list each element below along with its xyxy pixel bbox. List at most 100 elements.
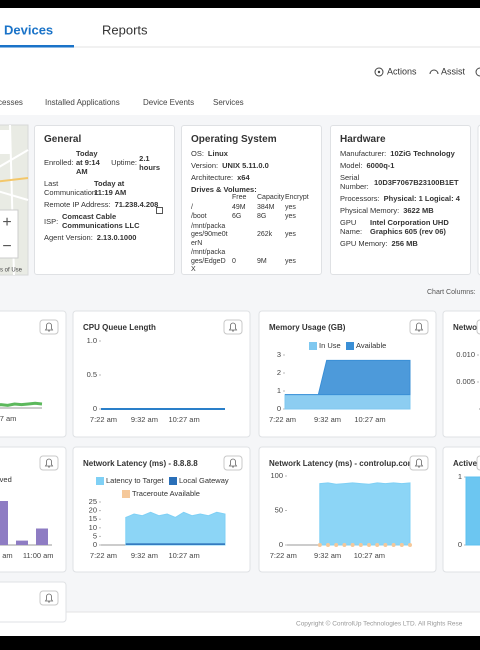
legend-swatch [96, 477, 104, 485]
y-tick-label: 0 [93, 540, 97, 549]
x-tick-label: 9:32 am [314, 551, 341, 560]
y-tick-label: 0 [93, 404, 97, 413]
x-tick-label: 10:27 am [168, 551, 199, 560]
alert-button[interactable] [409, 455, 429, 471]
assist-button[interactable]: Assist [441, 66, 466, 76]
field-row: Serial Number: 10D3F7067B23100B1ET [340, 173, 461, 191]
field-value: 2.1 hours [139, 153, 161, 172]
field-label: Agent Version: [44, 233, 93, 242]
legend-swatch [309, 342, 317, 350]
drive-free: 49M [232, 203, 246, 211]
more-icon[interactable] [475, 67, 480, 77]
sub-tab[interactable]: Installed Applications [45, 98, 120, 107]
chart-title: Network [453, 323, 480, 332]
copyright: Copyright © ControlUp Technologies LTD. … [296, 620, 463, 628]
field-label: Remote IP Address: [44, 200, 111, 209]
drive-encrypt: yes [285, 213, 296, 220]
field-label: Manufacturer: [340, 149, 387, 158]
drive-row: / 49M 384M yes [191, 204, 312, 213]
field-row: OS: Linux [191, 149, 312, 158]
bell-icon [44, 458, 54, 468]
alert-button[interactable] [39, 590, 59, 606]
chart-title: CPU Queue Length [83, 323, 156, 332]
legend-label: Local Gateway [179, 476, 229, 485]
y-tick-label: 10 [89, 523, 97, 532]
map-card: + − s of Use [0, 124, 29, 276]
drive-path: /mnt/packages/EdgeDX [191, 249, 226, 273]
chart-title: Active S [453, 459, 480, 468]
legend-label: Traceroute Available [132, 489, 200, 498]
y-tick-label: 2 [277, 368, 281, 377]
field-label: Processors: [340, 194, 380, 203]
field-value: 6000q-1 [366, 161, 395, 170]
point [367, 543, 371, 547]
point [383, 543, 388, 547]
zoom-controls [0, 209, 19, 259]
y-tick-label: 1.0 [87, 336, 97, 345]
alert-button[interactable] [476, 319, 480, 335]
sub-tab[interactable]: cesses [0, 98, 23, 107]
y-tick-label: 25 [89, 497, 97, 506]
info-card: Hardware Manufacturer: 10ZiG Technology Mod… [330, 125, 471, 275]
x-tick-label: 11:00 am [23, 551, 54, 560]
point [399, 543, 404, 547]
column-header: Free [232, 194, 247, 201]
point [317, 543, 322, 547]
card-title: Operating System [191, 134, 277, 145]
sub-tab[interactable]: Device Events [143, 98, 194, 107]
actions-icon[interactable] [374, 67, 384, 77]
zoom-out[interactable]: − [2, 238, 11, 255]
y-tick-label: 100 [270, 471, 283, 480]
field-value: 10ZiG Technology [390, 149, 455, 158]
field-value: Physical: 1 Logical: 4 [383, 194, 460, 203]
legend-label: Available [356, 341, 386, 350]
alert-button[interactable] [223, 319, 243, 335]
x-tick-label: 7:22 am [270, 551, 297, 560]
field-label: GPU Memory: [340, 239, 388, 248]
drive-encrypt: yes [285, 231, 296, 238]
zoom-in[interactable]: + [2, 214, 11, 231]
field-label: Model: [340, 161, 363, 170]
area [284, 394, 411, 410]
alert-button[interactable] [39, 319, 59, 335]
field-value: 10D3F7067B23100B1ET [374, 177, 459, 187]
field-value: Today at 9:14 AM [76, 149, 100, 176]
alert-button[interactable] [476, 455, 480, 471]
x-tick-label: 10:27 am [354, 415, 385, 424]
bell-icon [414, 458, 424, 468]
bell-icon [44, 593, 54, 603]
alert-button[interactable] [223, 455, 243, 471]
x-tick-label: 10:27 am [354, 551, 385, 560]
card-title: General [44, 134, 82, 145]
actions-button[interactable]: Actions [387, 66, 417, 76]
map-control[interactable] [0, 130, 10, 154]
assist-icon [429, 69, 439, 75]
legend-label: Latency to Target [106, 476, 164, 485]
drives-title: Drives & Volumes: [191, 185, 257, 194]
map-road [0, 177, 29, 183]
sub-tab[interactable]: Services [213, 98, 244, 107]
point [408, 543, 412, 547]
legend-swatch [346, 342, 354, 350]
tab[interactable]: Devices [4, 22, 53, 37]
map-terms[interactable]: s of Use [0, 268, 23, 274]
bar [0, 501, 8, 545]
field-row: GPU Name: Intel Corporation UHD Graphics … [340, 218, 461, 236]
area [319, 482, 411, 546]
chart-title: Network Latency (ms) - 8.8.8.8 [83, 459, 198, 468]
field-row: Manufacturer: 10ZiG Technology [340, 149, 461, 158]
y-tick-label: 15 [89, 514, 97, 523]
drive-capacity: 262k [257, 231, 273, 238]
tab[interactable]: Reports [102, 22, 148, 37]
field-value: Today at 11:19 AM [94, 179, 127, 197]
field-value: 2.13.0.1000 [96, 233, 137, 242]
field-value: Linux [207, 149, 228, 158]
info-card: General Enrolled: Today at 9:14 AM Uptime: 2… [34, 125, 175, 275]
bar [36, 528, 48, 545]
alert-button[interactable] [39, 455, 59, 471]
alert-button[interactable] [409, 319, 429, 335]
y-tick-label: 0 [458, 540, 462, 549]
point [334, 543, 339, 547]
field-value: Intel Corporation UHD Graphics 605 (rev … [370, 218, 449, 236]
card-title: Hardware [340, 134, 386, 145]
